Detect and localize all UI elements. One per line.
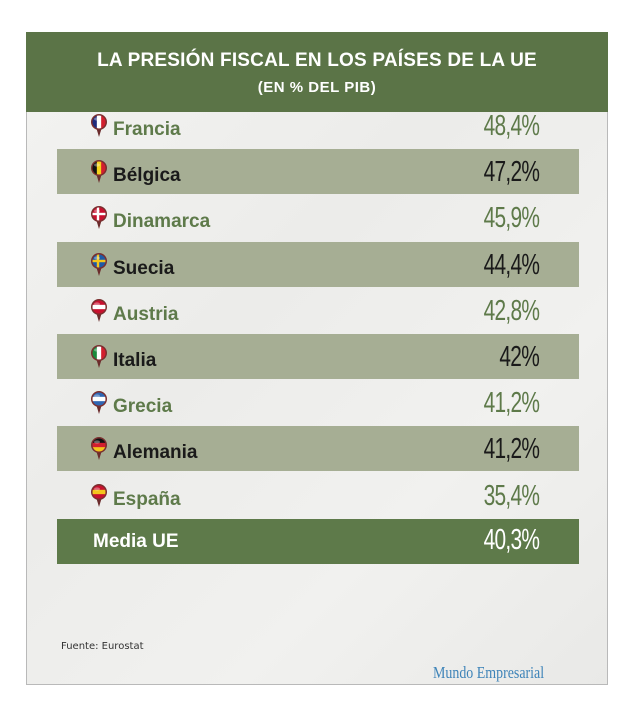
table-row: Alemania 41,2% bbox=[57, 426, 579, 472]
flag-pin-icon bbox=[91, 114, 107, 137]
average-label: Media UE bbox=[93, 530, 179, 552]
average-row: Media UE 40,3% bbox=[57, 518, 579, 564]
chart-title: LA PRESIÓN FISCAL EN LOS PAÍSES DE LA UE bbox=[97, 50, 537, 71]
flag-pin bbox=[90, 345, 108, 374]
flag-pin bbox=[90, 114, 108, 143]
flag-pin-icon bbox=[91, 483, 107, 507]
flag-pin-icon bbox=[91, 252, 107, 276]
table-row: Suecia 44,4% bbox=[57, 241, 579, 287]
value-label: 35,4% bbox=[483, 479, 539, 512]
table-row: Grecia 41,2% bbox=[57, 380, 579, 425]
flag-pin bbox=[90, 391, 108, 420]
flag-pin bbox=[90, 437, 108, 466]
country-label: Suecia bbox=[113, 257, 175, 279]
value-label: 41,2% bbox=[483, 433, 539, 466]
value-label: 45,9% bbox=[483, 202, 539, 235]
value-label: 42% bbox=[499, 341, 539, 373]
value-label: 44,4% bbox=[483, 248, 539, 281]
table-row: Austria 42,8% bbox=[57, 288, 579, 333]
flag-pin bbox=[90, 252, 108, 282]
table-row: Francia 48,4% bbox=[57, 103, 579, 148]
country-label: Austria bbox=[113, 303, 179, 325]
country-label: Alemania bbox=[113, 442, 198, 464]
flag-pin-icon bbox=[91, 160, 107, 184]
flag-pin-icon bbox=[91, 391, 107, 415]
country-label: España bbox=[113, 488, 181, 510]
flag-pin-icon bbox=[91, 298, 107, 322]
chart-card: LA PRESIÓN FISCAL EN LOS PAÍSES DE LA UE… bbox=[26, 32, 608, 685]
table-row: Bélgica 47,2% bbox=[57, 149, 579, 195]
country-label: Italia bbox=[113, 350, 157, 371]
flag-pin bbox=[90, 483, 108, 513]
flag-pin bbox=[90, 298, 108, 328]
table-row: Dinamarca 45,9% bbox=[57, 195, 579, 240]
country-label: Dinamarca bbox=[113, 211, 211, 233]
flag-pin-icon bbox=[91, 345, 107, 368]
flag-pin-icon bbox=[91, 206, 107, 230]
value-label: 41,2% bbox=[483, 387, 539, 420]
average-value: 40,3% bbox=[483, 523, 539, 556]
chart-subtitle: (EN % DEL PIB) bbox=[257, 79, 377, 96]
table-row: España 35,4% bbox=[57, 473, 579, 518]
chart-header: LA PRESIÓN FISCAL EN LOS PAÍSES DE LA UE… bbox=[26, 32, 608, 112]
country-label: Grecia bbox=[113, 396, 173, 418]
brand-logo: Mundo Empresarial bbox=[433, 663, 545, 682]
value-label: 48,4% bbox=[483, 110, 539, 142]
table-row: Italia 42% bbox=[57, 334, 579, 379]
data-table: Francia 48,4% Bélgica 47,2% Dinamarca 45,9% Su… bbox=[27, 33, 607, 684]
flag-pin bbox=[90, 206, 108, 235]
country-label: Bélgica bbox=[113, 165, 181, 187]
value-label: 47,2% bbox=[483, 156, 539, 189]
flag-pin-icon bbox=[91, 437, 107, 461]
flag-pin bbox=[90, 160, 108, 189]
value-label: 42,8% bbox=[483, 294, 539, 327]
source-note: Fuente: Eurostat bbox=[61, 641, 144, 652]
country-label: Francia bbox=[113, 119, 181, 140]
